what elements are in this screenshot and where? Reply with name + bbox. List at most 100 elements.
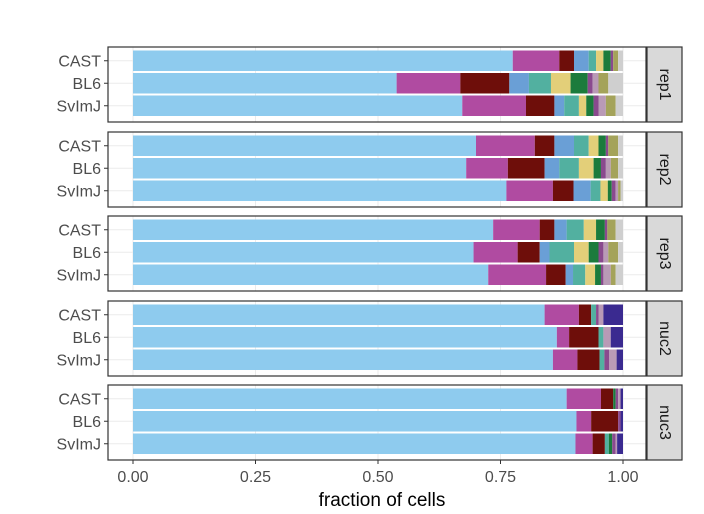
x-tick-label: 1.00	[607, 469, 638, 486]
bar-segment	[608, 242, 619, 263]
y-tick-label: CAST	[58, 222, 101, 239]
bar-segment	[544, 304, 579, 325]
bar-segment	[559, 50, 574, 71]
bar-segment	[578, 304, 592, 325]
bar-segment	[596, 304, 599, 325]
bar-segment	[546, 264, 566, 285]
bar-segment	[574, 242, 589, 263]
bar-segment	[566, 219, 584, 240]
bar-rep3-CAST	[133, 219, 623, 240]
bar-segment	[576, 411, 592, 432]
bar-segment	[396, 73, 461, 94]
panel-rep1: CAST BL6 SvImJ rep1	[57, 46, 683, 123]
bar-segment	[509, 73, 529, 94]
bar-segment	[552, 180, 574, 201]
y-tick-label: SvImJ	[57, 98, 101, 115]
bar-segment	[610, 327, 623, 348]
bar-nuc3-BL6	[133, 411, 623, 432]
bar-segment	[610, 50, 614, 71]
bar-rep1-BL6	[133, 73, 623, 94]
bar-segment	[133, 388, 567, 409]
bar-segment	[578, 95, 587, 116]
bar-nuc2-SvImJ	[133, 349, 623, 370]
bar-segment	[133, 219, 494, 240]
bar-segment	[517, 242, 540, 263]
bar-segment	[550, 73, 571, 94]
bar-segment	[133, 135, 476, 156]
bar-segment	[588, 135, 599, 156]
bar-segment	[585, 264, 596, 285]
bar-segment	[595, 264, 601, 285]
panels-layer: CAST BL6 SvImJ rep1 CAST BL6 SvImJ rep2 CAST BL6 S…	[57, 46, 683, 461]
bar-segment	[133, 50, 513, 71]
x-axis: 0.00 0.25 0.50 0.75 1.00	[117, 460, 639, 486]
bar-segment	[618, 135, 623, 156]
bar-segment	[512, 50, 560, 71]
y-tick-label: CAST	[58, 391, 101, 408]
bar-segment	[570, 73, 588, 94]
bar-segment	[133, 349, 553, 370]
bar-segment	[593, 158, 601, 179]
panel-border	[107, 300, 647, 377]
bar-segment	[466, 158, 508, 179]
bar-segment	[591, 411, 619, 432]
bar-segment	[554, 219, 567, 240]
bar-rep2-SvImJ	[133, 180, 623, 201]
bar-segment	[599, 349, 605, 370]
bar-segment	[586, 95, 594, 116]
bar-segment	[133, 327, 557, 348]
bar-segment	[588, 242, 599, 263]
bar-segment	[620, 180, 623, 201]
bar-segment	[460, 73, 510, 94]
bar-nuc3-CAST	[133, 388, 623, 409]
bar-segment	[133, 433, 576, 454]
bar-segment	[592, 433, 605, 454]
bar-segment	[598, 135, 606, 156]
bar-segment	[598, 242, 604, 263]
bar-segment	[569, 327, 599, 348]
bar-segment	[618, 180, 621, 201]
bar-segment	[618, 242, 623, 263]
bar-segment	[605, 158, 611, 179]
bar-segment	[507, 158, 545, 179]
panel-border	[107, 46, 647, 123]
bar-segment	[133, 304, 545, 325]
bar-segment	[615, 219, 623, 240]
bar-segment	[620, 388, 623, 409]
bar-nuc3-SvImJ	[133, 433, 623, 454]
bar-segment	[611, 180, 616, 201]
bar-segment	[600, 264, 604, 285]
bar-segment	[590, 180, 601, 201]
bar-segment	[133, 242, 474, 263]
bar-segment	[615, 388, 619, 409]
bar-segment	[607, 180, 612, 201]
x-tick-label: 0.25	[240, 469, 271, 486]
y-tick-label: SvImJ	[57, 267, 101, 284]
bar-segment	[556, 327, 570, 348]
bar-segment	[603, 242, 609, 263]
bar-segment	[488, 264, 547, 285]
bar-segment	[613, 388, 616, 409]
bar-segment	[534, 135, 555, 156]
y-tick-label: BL6	[73, 76, 102, 93]
panel-nuc2: CAST BL6 SvImJ nuc2	[57, 300, 683, 377]
bar-segment	[616, 349, 623, 370]
bar-segment	[133, 180, 507, 201]
bar-segment	[598, 73, 609, 94]
bar-segment	[613, 50, 619, 71]
facet-label-nuc3: nuc3	[656, 405, 673, 440]
y-tick-label: BL6	[73, 330, 102, 347]
bar-segment	[607, 219, 616, 240]
panel-border	[107, 215, 647, 292]
facet-strip	[646, 215, 683, 292]
bar-segment	[600, 180, 608, 201]
bar-segment	[592, 73, 599, 94]
y-tick-label: CAST	[58, 307, 101, 324]
bar-segment	[610, 264, 616, 285]
bar-rep3-SvImJ	[133, 264, 623, 285]
bar-segment	[578, 158, 594, 179]
bar-segment	[525, 95, 555, 116]
bar-segment	[506, 180, 553, 201]
bar-segment	[604, 349, 610, 370]
